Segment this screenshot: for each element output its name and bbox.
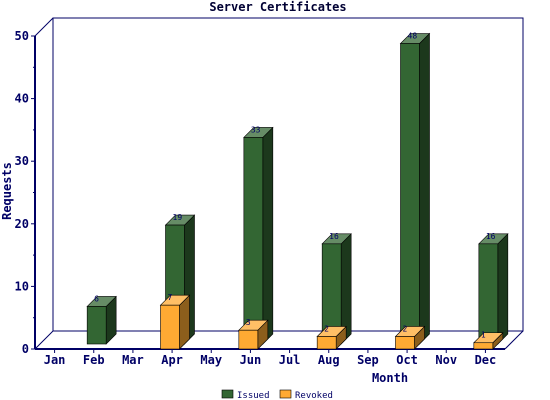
x-tick-label: Aug (318, 353, 340, 367)
right-floor-connector (504, 330, 524, 350)
y-tick-label: 20 (15, 217, 29, 231)
legend-label: Issued (237, 391, 270, 400)
bar-issued: 48 (399, 32, 431, 345)
back-wall (52, 17, 524, 332)
bar-revoked: 3 (238, 318, 269, 350)
x-tick-label: Jun (240, 353, 262, 367)
x-axis: Jan Feb Mar Apr May Jun Jul Aug Sep Oct Nov Dec (44, 349, 497, 367)
x-tick-label: Feb (83, 353, 105, 367)
bar-issued: 33 (243, 125, 274, 345)
x-tick-label: Jul (279, 353, 301, 367)
data-label: 2 (324, 324, 329, 333)
y-axis-label: Requests (0, 162, 14, 220)
bar-revoked: 2 (316, 324, 347, 350)
data-label: 16 (329, 232, 339, 241)
legend: Issued Revoked (221, 389, 333, 400)
bar-front (478, 243, 499, 345)
y-tick-label: 40 (15, 92, 29, 106)
x-tick-label: Oct (396, 353, 418, 367)
data-label: 2 (403, 324, 408, 333)
bar-front (243, 137, 264, 345)
legend-swatch (279, 389, 292, 399)
bar-issued: 16 (478, 232, 509, 345)
y-tick-label: 30 (15, 154, 29, 168)
data-label: 3 (246, 318, 251, 327)
x-tick-label: Jan (44, 353, 66, 367)
data-label: 19 (173, 213, 183, 222)
bar-side (419, 32, 430, 345)
legend-item-revoked: Revoked (279, 389, 333, 400)
x-tick-label: May (200, 353, 222, 367)
plot-frame (34, 17, 524, 350)
bar-front (238, 329, 259, 350)
x-tick-label: Nov (435, 353, 457, 367)
bars: 61973331624821619112324381 (86, 32, 509, 350)
bar-front (160, 304, 180, 350)
y-tick-label: 50 (15, 29, 29, 43)
x-tick-label: Mar (122, 353, 144, 367)
chart-title: Server Certificates (209, 0, 346, 14)
data-label: 6 (94, 294, 99, 303)
data-label: 1 (481, 331, 486, 340)
bar-front (395, 336, 415, 350)
bar-side (497, 233, 509, 345)
legend-label: Revoked (295, 391, 333, 400)
bar-issued: 6 (86, 294, 117, 345)
x-axis-label: Month (372, 371, 408, 385)
bar-issued: 16 (321, 232, 352, 345)
y-tick-label: 10 (15, 279, 29, 293)
bar-side (262, 126, 274, 345)
bar-front (316, 336, 337, 350)
bar-front (400, 43, 420, 345)
data-label: 48 (408, 32, 418, 41)
data-label: 16 (486, 232, 496, 241)
bar-front (86, 306, 107, 345)
data-label: 7 (168, 293, 173, 302)
bar-revoked: 1 (473, 331, 504, 350)
bar-revoked: 7 (159, 293, 191, 350)
data-label: 33 (251, 125, 261, 134)
bar-front (473, 342, 494, 350)
x-tick-label: Dec (475, 353, 497, 367)
x-tick-label: Apr (161, 353, 183, 367)
bar-revoked: 2 (394, 324, 426, 350)
legend-item-issued: Issued (221, 389, 270, 400)
y-axis: 0 10 20 30 40 50 (15, 29, 35, 356)
x-tick-label: Sep (357, 353, 379, 367)
legend-swatch (221, 389, 234, 399)
y-tick-label: 0 (22, 342, 29, 356)
top-left-connector (34, 17, 54, 37)
